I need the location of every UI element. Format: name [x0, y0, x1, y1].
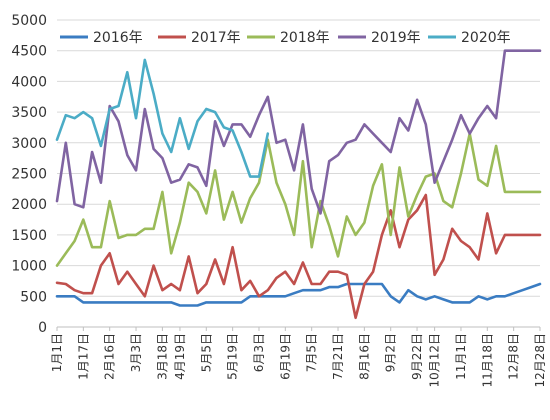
y-tick-label: 3500 [11, 105, 47, 121]
x-tick-label: 7月5日 [305, 333, 319, 372]
y-tick-label: 4500 [11, 44, 47, 60]
x-tick-label: 9月22日 [410, 333, 424, 380]
legend-label: 2018年 [280, 30, 330, 46]
y-tick-label: 500 [20, 289, 47, 305]
x-tick-label: 3月18日 [155, 333, 169, 380]
x-tick-label: 5月19日 [226, 333, 240, 380]
x-tick-label: 1月1日 [50, 333, 64, 372]
y-tick-label: 5000 [11, 13, 47, 29]
x-tick-label: 12月8日 [507, 333, 521, 380]
series-line-3 [55, 49, 542, 215]
y-axis-ticks: 0 500 1000 1500 2000 2500 3000 3500 4000 4500 5000 [11, 13, 47, 336]
x-tick-label: 9月2日 [384, 333, 398, 372]
legend-label: 2019年 [371, 30, 421, 46]
x-tick-label: 7月21日 [331, 333, 345, 380]
y-tick-label: 4000 [11, 74, 47, 90]
x-tick-label: 6月19日 [278, 333, 292, 380]
series-line-2 [55, 132, 542, 267]
legend-label: 2017年 [191, 30, 241, 46]
x-tick-label: 6月3日 [252, 333, 266, 372]
x-tick-label: 5月5日 [199, 333, 213, 372]
series-lines [55, 49, 542, 320]
legend-label: 2020年 [461, 30, 511, 46]
series-line-0 [55, 282, 542, 307]
x-tick-label: 2月16日 [103, 333, 117, 380]
x-tick-label: 4月19日 [173, 333, 187, 380]
legend: 2016年 2017年 2018年 2019年 2020年 [60, 30, 511, 46]
y-tick-label: 2500 [11, 167, 47, 183]
x-tick-label: 10月12日 [428, 333, 442, 388]
x-axis-ticks: 1月1日 1月17日 2月16日 3月3日 3月18日 4月19日 5月5日 5月19日 6月3… [50, 327, 547, 388]
series-line-4 [55, 58, 270, 178]
x-tick-label: 1月17日 [76, 333, 90, 380]
legend-label: 2016年 [93, 30, 143, 46]
x-tick-label: 11月18日 [480, 333, 494, 388]
y-tick-label: 3000 [11, 136, 47, 152]
series-line-1 [55, 193, 542, 320]
y-tick-label: 1000 [11, 259, 47, 275]
x-tick-label: 3月3日 [129, 333, 143, 372]
y-tick-label: 0 [38, 320, 47, 336]
x-tick-label: 11月1日 [454, 333, 468, 380]
x-tick-label: 8月16日 [357, 333, 371, 380]
y-tick-label: 2000 [11, 197, 47, 213]
y-tick-label: 1500 [11, 228, 47, 244]
x-tick-label: 12月28日 [533, 333, 547, 388]
